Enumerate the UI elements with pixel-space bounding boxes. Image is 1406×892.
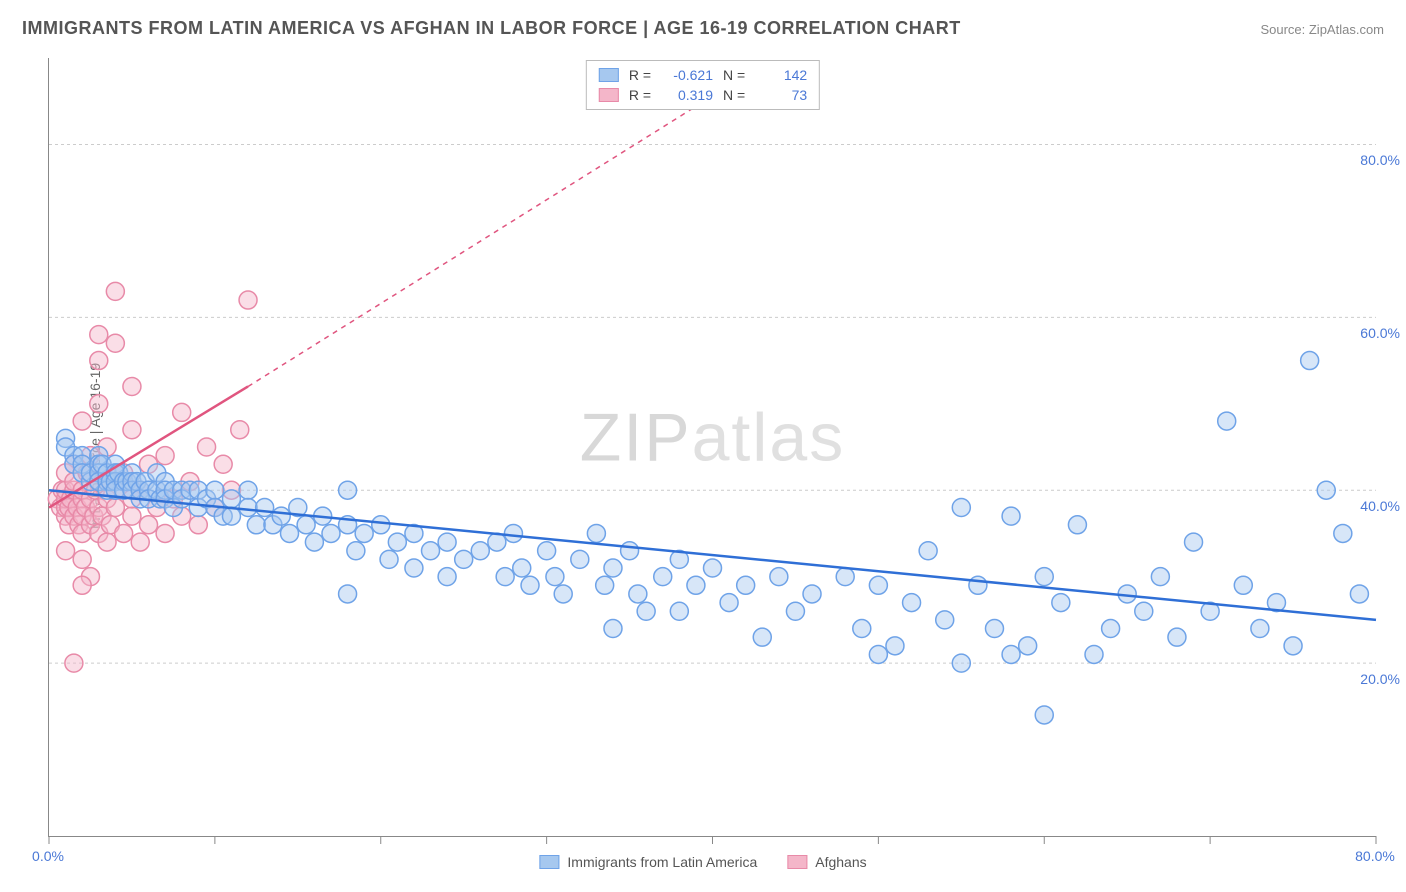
legend-item-pink: Afghans <box>787 854 866 870</box>
source-attribution: Source: ZipAtlas.com <box>1260 22 1384 37</box>
r-value-pink: 0.319 <box>661 87 713 103</box>
legend-item-blue: Immigrants from Latin America <box>539 854 757 870</box>
swatch-pink <box>787 855 807 869</box>
n-label: N = <box>723 87 745 103</box>
series-legend: Immigrants from Latin America Afghans <box>539 854 866 870</box>
swatch-blue <box>599 68 619 82</box>
series-label-pink: Afghans <box>815 854 866 870</box>
r-label: R = <box>629 67 651 83</box>
legend-row-pink: R = 0.319 N = 73 <box>599 85 807 105</box>
correlation-legend: R = -0.621 N = 142 R = 0.319 N = 73 <box>586 60 820 110</box>
swatch-blue <box>539 855 559 869</box>
legend-row-blue: R = -0.621 N = 142 <box>599 65 807 85</box>
scatter-chart: ZIPatlas <box>48 58 1376 837</box>
x-tick-label: 0.0% <box>32 848 64 864</box>
series-label-blue: Immigrants from Latin America <box>567 854 757 870</box>
chart-title: IMMIGRANTS FROM LATIN AMERICA VS AFGHAN … <box>22 18 961 39</box>
y-tick-label: 40.0% <box>1360 498 1400 514</box>
y-tick-label: 20.0% <box>1360 671 1400 687</box>
n-value-pink: 73 <box>755 87 807 103</box>
x-tick-label: 80.0% <box>1355 848 1395 864</box>
r-label: R = <box>629 87 651 103</box>
n-value-blue: 142 <box>755 67 807 83</box>
n-label: N = <box>723 67 745 83</box>
r-value-blue: -0.621 <box>661 67 713 83</box>
swatch-pink <box>599 88 619 102</box>
y-tick-label: 80.0% <box>1360 152 1400 168</box>
y-tick-label: 60.0% <box>1360 325 1400 341</box>
